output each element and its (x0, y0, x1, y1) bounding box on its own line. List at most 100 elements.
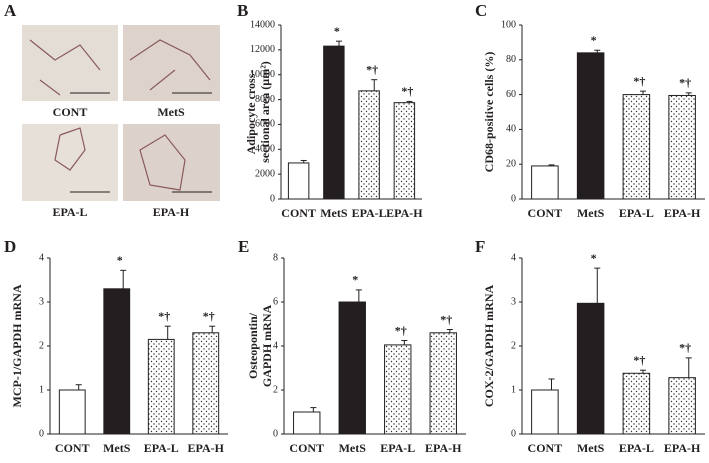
significance-mark: *† (679, 76, 691, 90)
y-tick-label: 8000 (255, 94, 275, 105)
y-tick-label: 2000 (255, 168, 275, 179)
x-tick-label: CONT (528, 206, 563, 220)
x-tick-label: MetS (103, 441, 131, 455)
x-tick-label: CONT (289, 441, 324, 455)
significance-mark: *† (158, 309, 170, 323)
significance-mark: *† (679, 341, 691, 355)
y-tick-label: 14000 (250, 19, 275, 30)
image-label: EPA-H (153, 205, 190, 219)
y-tick-label: 4 (511, 252, 516, 263)
y-tick-label: 10000 (250, 69, 275, 80)
image-label: EPA-L (52, 205, 87, 219)
y-axis-label: COX-2/GAPDH mRNA (482, 285, 496, 408)
y-tick-label: 2 (273, 384, 278, 395)
y-tick-label: 1 (511, 384, 516, 395)
bar-chart: 0 1 2 3 4 MCP-1/GAPDH mRNA CONT MetS * EPA-L *† EPA… (10, 252, 228, 455)
micrograph (123, 25, 220, 101)
x-tick-label: MetS (320, 206, 348, 220)
y-tick-label: 40 (506, 124, 516, 135)
y-tick-label: 2 (511, 340, 516, 351)
x-tick-label: EPA-H (664, 441, 701, 455)
micrograph (22, 25, 118, 101)
significance-mark: *† (203, 309, 215, 323)
y-tick-label: 0 (270, 193, 275, 204)
x-tick-label: CONT (281, 206, 316, 220)
x-tick-label: EPA-L (619, 206, 654, 220)
panel-letter: E (238, 237, 249, 256)
x-tick-label: CONT (528, 441, 563, 455)
y-tick-label: 0 (511, 193, 516, 204)
histology-panel: CONT MetS EPA-L EPA-H (22, 25, 220, 219)
bar (622, 372, 651, 435)
bar-chart: 0 2 4 6 8 Osteopontin/GAPDH mRNA CONT MetS * EPA-… (246, 252, 466, 455)
bar (668, 94, 696, 200)
micrograph (123, 124, 220, 201)
bar (293, 411, 321, 435)
y-axis-label: CD68-positive cells (%) (482, 52, 496, 173)
micrograph (22, 124, 118, 201)
tissue-outline (29, 39, 211, 191)
panel-letter: F (475, 237, 485, 256)
x-tick-label: EPA-H (664, 206, 701, 220)
significance-mark: *† (401, 84, 413, 98)
bar (576, 302, 605, 435)
bar (338, 301, 366, 435)
y-tick-label: 6000 (255, 119, 275, 130)
y-tick-label: 20 (506, 158, 516, 169)
bar (576, 52, 605, 200)
bar (103, 288, 131, 435)
y-axis-label: GAPDH mRNA (260, 305, 274, 388)
y-axis-label: Adipocyte cross- (244, 70, 258, 155)
bar (384, 344, 412, 435)
significance-mark: *† (633, 353, 645, 367)
bar-chart: 0 1 2 3 4 COX-2/GAPDH mRNA CONT MetS * EPA-L *† EPA… (482, 251, 705, 455)
y-tick-label: 3 (511, 296, 516, 307)
y-tick-label: 2 (39, 340, 44, 351)
y-tick-label: 4 (39, 252, 44, 263)
x-tick-label: EPA-H (188, 441, 225, 455)
y-axis-label: MCP-1/GAPDH mRNA (10, 284, 24, 407)
significance-mark: *† (440, 312, 452, 326)
y-tick-label: 80 (506, 54, 516, 65)
bar (393, 102, 416, 200)
y-tick-label: 6 (273, 296, 278, 307)
x-tick-label: MetS (577, 206, 605, 220)
panel-letter: B (237, 1, 248, 20)
x-tick-label: EPA-L (380, 441, 415, 455)
y-tick-label: 0 (273, 428, 278, 439)
x-tick-label: MetS (577, 441, 605, 455)
bar (58, 389, 86, 435)
bar (622, 94, 651, 200)
bar (192, 332, 220, 435)
y-tick-label: 8 (273, 252, 278, 263)
significance-mark: * (352, 273, 358, 287)
bar (323, 45, 345, 200)
significance-mark: * (591, 33, 597, 47)
y-tick-label: 3 (39, 296, 44, 307)
x-tick-label: EPA-H (425, 441, 462, 455)
significance-mark: *† (395, 323, 407, 337)
bar (147, 338, 175, 435)
bar (668, 377, 696, 435)
bar (531, 165, 559, 200)
y-tick-label: 4 (273, 340, 278, 351)
image-label: CONT (53, 105, 88, 119)
bar (531, 389, 559, 435)
bar (358, 90, 380, 200)
panel-letter: C (475, 1, 487, 20)
y-tick-label: 100 (501, 19, 516, 30)
significance-mark: *† (633, 74, 645, 88)
x-tick-label: CONT (55, 441, 90, 455)
bar-chart: 0 20 40 60 80 100 CD68-positive cells (%) CONT M… (482, 19, 705, 220)
x-tick-label: EPA-L (144, 441, 179, 455)
significance-mark: * (117, 253, 123, 267)
image-label: MetS (157, 105, 185, 119)
y-axis-label: sectional area (µm²) (258, 61, 272, 163)
bar (429, 332, 457, 435)
bar (287, 162, 310, 200)
panel-letter: A (4, 1, 17, 20)
y-tick-label: 0 (511, 428, 516, 439)
y-tick-label: 12000 (250, 44, 275, 55)
bar-chart: 0 2000 4000 6000 8000 10000 12000 14000 Adipocyt… (244, 19, 424, 219)
